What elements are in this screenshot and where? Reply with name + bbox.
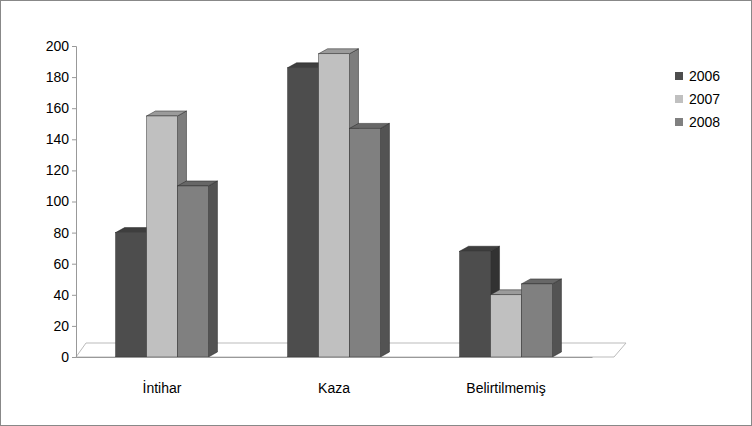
bar-side — [380, 123, 389, 357]
y-tick-label: 100 — [46, 193, 70, 209]
y-tick-mark — [72, 108, 76, 109]
bar-top — [177, 181, 217, 186]
y-tick-mark — [72, 139, 76, 140]
y-tick: 180 — [46, 69, 76, 85]
legend-swatch — [675, 95, 683, 103]
y-tick: 100 — [46, 193, 76, 209]
y-tick: 0 — [61, 349, 76, 365]
bar-top — [521, 279, 561, 284]
y-tick-mark — [72, 326, 76, 327]
bar — [521, 284, 552, 357]
y-tick-mark — [72, 357, 76, 358]
y-tick-label: 20 — [53, 318, 69, 334]
bar — [147, 116, 178, 357]
y-tick: 200 — [46, 38, 76, 54]
bar-top — [460, 246, 500, 251]
y-tick-label: 80 — [53, 225, 69, 241]
bar — [319, 54, 350, 357]
legend-item: 2008 — [675, 114, 720, 130]
y-tick: 20 — [53, 318, 76, 334]
x-tick: İntihar — [143, 357, 182, 396]
bar-side — [552, 279, 561, 357]
y-tick-label: 140 — [46, 131, 70, 147]
legend-label: 2006 — [689, 68, 720, 84]
bar — [349, 128, 380, 357]
bar — [460, 251, 491, 357]
y-tick-label: 40 — [53, 287, 69, 303]
x-axis-line — [77, 357, 593, 358]
x-tick-label: Kaza — [318, 380, 350, 396]
bar-series — [147, 49, 531, 357]
bar-top — [147, 111, 187, 116]
y-tick: 140 — [46, 131, 76, 147]
x-tick: Kaza — [318, 357, 350, 396]
x-tick-label: Belirtilmemiş — [466, 380, 545, 396]
bar-top — [349, 123, 389, 128]
y-axis-line — [72, 47, 77, 358]
x-tick: Belirtilmemiş — [466, 357, 545, 396]
y-tick-mark — [72, 264, 76, 265]
bar-side — [208, 181, 217, 357]
y-tick: 160 — [46, 100, 76, 116]
legend-swatch — [675, 118, 683, 126]
y-tick: 60 — [53, 256, 76, 272]
bar-top — [319, 49, 359, 54]
x-axis: İntihar Kaza Belirtilmemiş — [77, 357, 593, 396]
y-tick-mark — [72, 77, 76, 78]
y-tick-label: 60 — [53, 256, 69, 272]
y-tick-mark — [72, 202, 76, 203]
legend-swatch — [675, 72, 683, 80]
bar — [491, 295, 522, 357]
x-tick-label: İntihar — [143, 379, 182, 396]
y-tick-label: 0 — [61, 349, 69, 365]
bar — [116, 233, 147, 357]
y-tick-mark — [72, 46, 76, 47]
y-tick-mark — [72, 170, 76, 171]
legend: 2006 2007 2008 — [675, 68, 720, 130]
chart-border — [1, 1, 752, 426]
legend-item: 2006 — [675, 68, 720, 84]
y-tick-mark — [72, 295, 76, 296]
y-tick-mark — [72, 233, 76, 234]
y-tick: 120 — [46, 162, 76, 178]
bar — [288, 68, 319, 357]
legend-label: 2007 — [689, 91, 720, 107]
y-axis: 0 20 40 60 80 100 120 140 160 180 200 — [46, 38, 77, 365]
bars — [116, 49, 562, 357]
legend-item: 2007 — [675, 91, 720, 107]
legend-label: 2008 — [689, 114, 720, 130]
y-tick: 80 — [53, 225, 76, 241]
y-tick-label: 180 — [46, 69, 70, 85]
bar — [177, 186, 208, 357]
y-tick: 40 — [53, 287, 76, 303]
bar-series — [177, 123, 561, 357]
chart: 0 20 40 60 80 100 120 140 160 180 200 İntihar Kaza Be… — [0, 0, 752, 426]
bar-series — [116, 63, 500, 357]
y-tick-label: 120 — [46, 162, 70, 178]
y-tick-label: 160 — [46, 100, 70, 116]
y-tick-label: 200 — [46, 38, 70, 54]
